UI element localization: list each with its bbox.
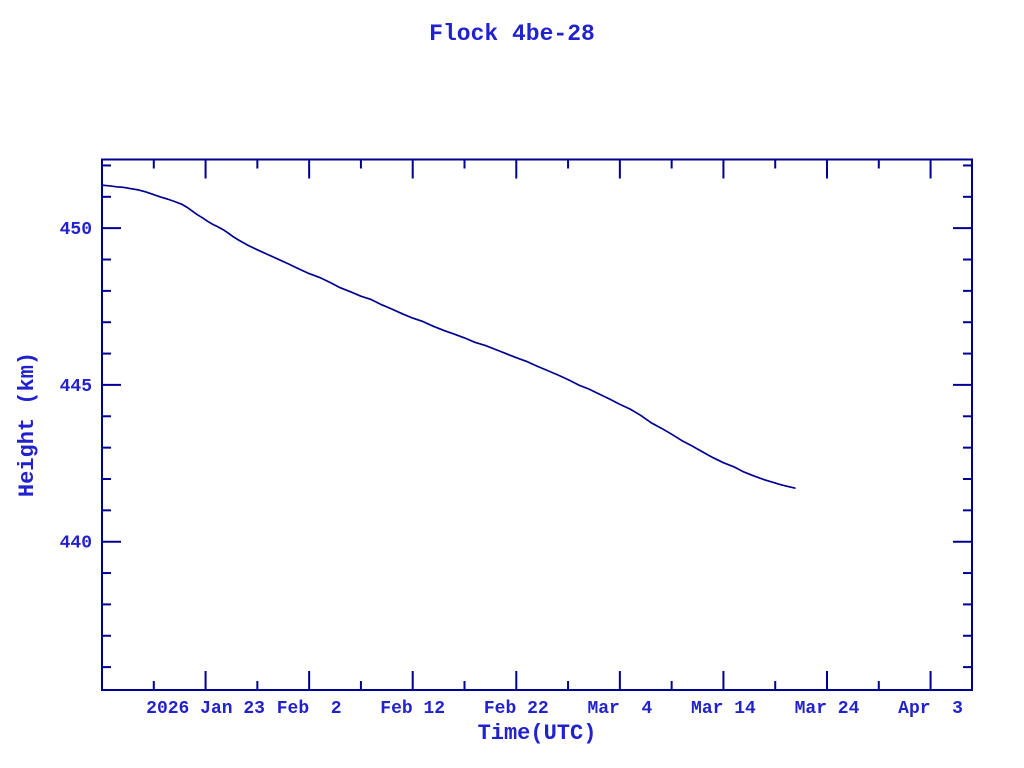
x-tick-label: Mar 4 (587, 699, 652, 719)
x-tick-labels: 2026 Jan 23 Feb 2 Feb 12 Feb 22 Mar 4 Mar 14 M… (146, 699, 963, 719)
x-tick-label: Feb 22 (484, 699, 549, 719)
x-tick-label: Mar 14 (691, 699, 756, 719)
axis-ticks (102, 159, 972, 690)
x-tick-label: Mar 24 (795, 699, 860, 719)
height-data-line (101, 184, 796, 489)
y-tick-labels: 440 445 450 (60, 220, 92, 554)
y-tick-label: 450 (60, 220, 92, 240)
chart-title: Flock 4be-28 (429, 21, 595, 47)
y-tick-label: 440 (60, 534, 92, 554)
x-tick-label: Feb 12 (380, 699, 445, 719)
x-tick-label: 2026 Jan 23 (146, 699, 265, 719)
y-tick-label: 445 (60, 377, 92, 397)
x-tick-label: Apr 3 (898, 699, 963, 719)
x-tick-label: Feb 2 (277, 699, 342, 719)
y-axis-title: Height (km) (15, 352, 40, 497)
x-axis-title: Time(UTC) (478, 721, 597, 746)
plot-box-border (101, 158, 973, 691)
